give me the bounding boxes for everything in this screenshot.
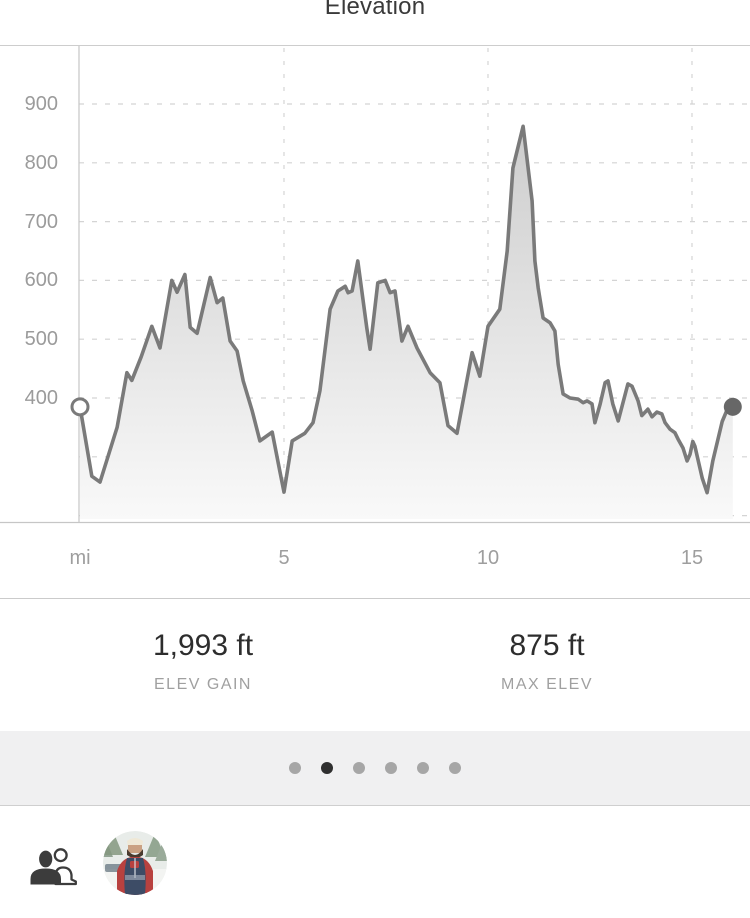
elevation-line — [78, 124, 735, 495]
page-dot-4[interactable] — [385, 762, 397, 774]
footer-bar — [0, 806, 750, 918]
y-tick-label-500: 500 — [24, 328, 58, 351]
elevation-area — [80, 126, 733, 520]
y-tick-label-900: 900 — [24, 93, 58, 115]
page-dot-1[interactable] — [289, 762, 301, 774]
max-elev-value: 875 ft — [509, 629, 585, 662]
people-icon[interactable] — [30, 848, 77, 886]
stat-elev-gain: 1,993 ft ELEV GAIN — [153, 629, 253, 694]
x-tick-label-5: 5 — [278, 547, 290, 569]
pager-strip — [0, 731, 750, 806]
y-tick-label-600: 600 — [24, 269, 58, 292]
page-dot-5[interactable] — [417, 762, 429, 774]
page-dot-6[interactable] — [449, 762, 461, 774]
y-tick-label-700: 700 — [24, 210, 58, 233]
max-elev-label: MAX ELEV — [500, 676, 594, 693]
elevation-chart: 400 500 600 700 800 900 — [0, 46, 750, 526]
stats-row: 1,993 ft ELEV GAIN 875 ft MAX ELEV — [0, 599, 750, 731]
elev-gain-value: 1,993 ft — [152, 629, 254, 662]
start-marker — [70, 397, 90, 417]
elevation-chart-svg — [0, 46, 750, 524]
elev-gain-label: ELEV GAIN — [154, 676, 252, 693]
y-tick-label-800: 800 — [24, 151, 58, 174]
avatar-illustration — [103, 831, 167, 895]
x-unit-label: mi — [69, 547, 91, 569]
x-tick-label-15: 15 — [680, 547, 704, 569]
stat-max-elev: 875 ft MAX ELEV — [501, 629, 593, 694]
x-tick-label-10: 10 — [476, 547, 500, 569]
page-dots — [289, 762, 461, 774]
page-dot-3[interactable] — [353, 762, 365, 774]
card-header: Elevation — [0, 0, 750, 46]
y-tick-label-400: 400 — [24, 387, 58, 409]
avatar-photo[interactable] — [103, 831, 167, 895]
x-axis-labels: mi 5 10 15 — [0, 526, 750, 599]
page-dot-2-active[interactable] — [321, 762, 333, 774]
page-title: Elevation — [324, 0, 426, 20]
end-marker — [723, 397, 742, 416]
